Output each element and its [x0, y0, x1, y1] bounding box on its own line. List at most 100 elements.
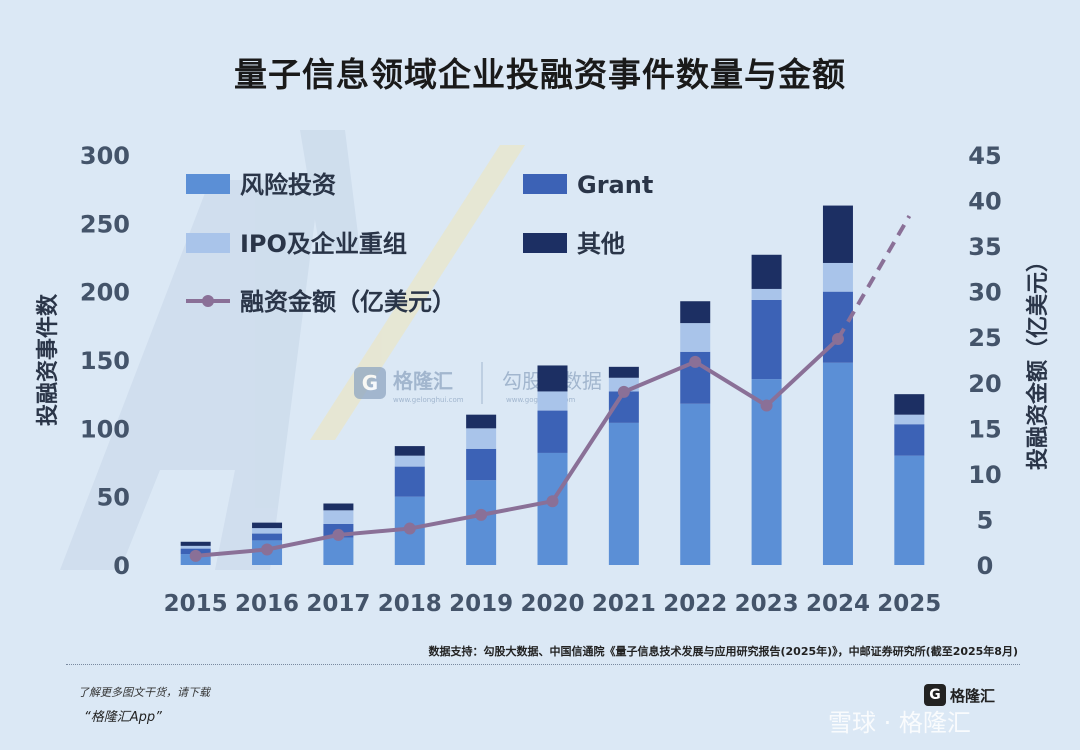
corner-logo-text: 格隆汇 [950, 686, 996, 705]
legend-label-grant: Grant [577, 171, 653, 199]
amount-point [546, 495, 559, 508]
bar-segment-ipo [680, 323, 711, 352]
amount-point [760, 399, 773, 412]
bar-segment-other [608, 366, 639, 378]
bar-segment-grant [822, 291, 853, 363]
bar-segment-ipo [323, 510, 354, 524]
y2-tick-label: 45 [968, 142, 1001, 170]
footer-divider [66, 664, 1020, 665]
svg-text:G: G [362, 371, 378, 395]
y-tick-label: 150 [80, 347, 130, 375]
x-tick-label: 2023 [735, 591, 799, 617]
legend-label-ipo: IPO及企业重组 [240, 230, 407, 258]
x-tick-label: 2025 [877, 591, 941, 617]
bar-segment-ipo [180, 545, 211, 549]
y2-axis-label: 投融资金额（亿美元） [1025, 250, 1051, 470]
bar-segment-other [822, 205, 853, 263]
amount-point [475, 508, 488, 521]
legend-swatch-other [523, 233, 567, 253]
bar-segment-vc [466, 480, 497, 565]
amount-line-forecast [836, 215, 912, 341]
chart-title: 量子信息领域企业投融资事件数量与金额 [234, 55, 846, 94]
y-axis-label: 投融资事件数 [35, 293, 61, 426]
background-ai-art [60, 130, 525, 570]
bar-segment-ipo [822, 262, 853, 292]
legend-swatch-grant [523, 174, 567, 194]
bar-segment-vc [323, 537, 354, 565]
amount-line [195, 337, 840, 558]
y-tick-label: 100 [80, 415, 130, 443]
bar-segment-vc [894, 455, 925, 565]
legend-label-vc: 风险投资 [240, 171, 336, 199]
chart-svg: G 格隆汇 www.gelonghui.com 勾股大数据 www.goguda… [35, 130, 1051, 617]
bar-segment-ipo [466, 428, 497, 449]
y2-tick-label: 15 [968, 415, 1001, 443]
bar-segment-grant [751, 299, 782, 380]
watermark-logo-sub: www.gelonghui.com [393, 396, 464, 404]
gelonghui-logo-icon: G [924, 684, 946, 706]
y2-tick-label: 5 [977, 506, 994, 534]
y2-tick-label: 10 [968, 461, 1001, 489]
bar-segment-ipo [537, 391, 568, 411]
bar-segment-other [466, 414, 497, 429]
bar-segment-vc [822, 362, 853, 565]
legend-label-line: 融资金额（亿美元） [240, 288, 456, 316]
watermark-logo-text: 格隆汇 [393, 369, 453, 393]
y-tick-label: 0 [113, 552, 130, 580]
y2-tick-label: 40 [968, 188, 1001, 216]
bar-segment-ipo [751, 288, 782, 300]
corner-logo: G 格隆汇 [924, 684, 995, 706]
bar-segment-grant [894, 424, 925, 456]
amount-point [189, 549, 202, 562]
amount-point [617, 385, 630, 398]
bar-segment-other [894, 394, 925, 415]
bar-segment-vc [537, 452, 568, 565]
amount-point [689, 355, 702, 368]
bar-segment-ipo [894, 414, 925, 425]
x-tick-label: 2020 [520, 591, 584, 617]
y-tick-label: 200 [80, 279, 130, 307]
y2-tick-label: 35 [968, 233, 1001, 261]
y2-tick-label: 25 [968, 324, 1001, 352]
x-tick-label: 2019 [449, 591, 513, 617]
bar-segment-other [537, 365, 568, 392]
promo-line-2: “格隆汇App” [84, 710, 162, 725]
data-source-note: 数据支持：勾股大数据、中国信通院《量子信息技术发展与应用研究报告(2025年)》… [428, 645, 1019, 658]
x-tick-label: 2018 [378, 591, 442, 617]
bar-segment-other [180, 541, 211, 546]
x-tick-label: 2017 [306, 591, 370, 617]
amount-point [261, 543, 274, 556]
bar-segment-other [680, 301, 711, 324]
bar-segment-ipo [394, 455, 425, 467]
bar-segment-other [394, 446, 425, 456]
x-tick-label: 2016 [235, 591, 299, 617]
bar-segment-grant [537, 410, 568, 453]
platform-watermark: 雪球 · 格隆汇 [828, 709, 971, 737]
y2-tick-label: 0 [977, 552, 994, 580]
x-tick-label: 2024 [806, 591, 870, 617]
promo-line-1: 了解更多图文干货，请下载 [78, 686, 210, 699]
y-tick-label: 250 [80, 210, 130, 238]
bar-segment-other [252, 522, 283, 529]
y-tick-label: 300 [80, 142, 130, 170]
amount-point [831, 333, 844, 346]
bar-segment-grant [466, 448, 497, 481]
y-tick-label: 50 [97, 484, 130, 512]
legend-swatch-line-marker [202, 295, 214, 307]
bar-segment-vc [608, 422, 639, 565]
legend-swatch-vc [186, 174, 230, 194]
bar-segment-grant [252, 533, 283, 541]
x-tick-label: 2021 [592, 591, 656, 617]
legend-swatch-ipo [186, 233, 230, 253]
x-tick-label: 2022 [663, 591, 727, 617]
amount-point [332, 528, 345, 541]
x-tick-label: 2015 [164, 591, 228, 617]
bar-segment-grant [394, 466, 425, 497]
bar-segment-other [323, 503, 354, 511]
bar-segment-vc [680, 403, 711, 565]
legend-label-other: 其他 [577, 230, 625, 258]
bar-segment-ipo [252, 528, 283, 534]
amount-point [403, 522, 416, 535]
bar-segment-other [751, 254, 782, 289]
y2-tick-label: 30 [968, 279, 1001, 307]
